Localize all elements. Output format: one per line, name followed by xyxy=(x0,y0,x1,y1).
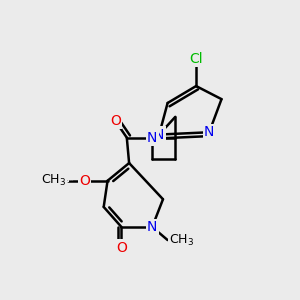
Text: O: O xyxy=(110,114,121,128)
Text: methoxy: methoxy xyxy=(68,179,74,181)
Text: Cl: Cl xyxy=(189,52,203,66)
Text: O: O xyxy=(79,174,90,188)
Text: N: N xyxy=(154,128,164,142)
Text: CH$_3$: CH$_3$ xyxy=(41,173,66,188)
Text: N: N xyxy=(147,220,158,234)
Text: N: N xyxy=(147,130,158,145)
Text: methoxy: methoxy xyxy=(63,180,69,182)
Text: CH$_3$: CH$_3$ xyxy=(169,232,194,247)
Text: N: N xyxy=(204,125,214,139)
Text: O: O xyxy=(116,241,127,255)
